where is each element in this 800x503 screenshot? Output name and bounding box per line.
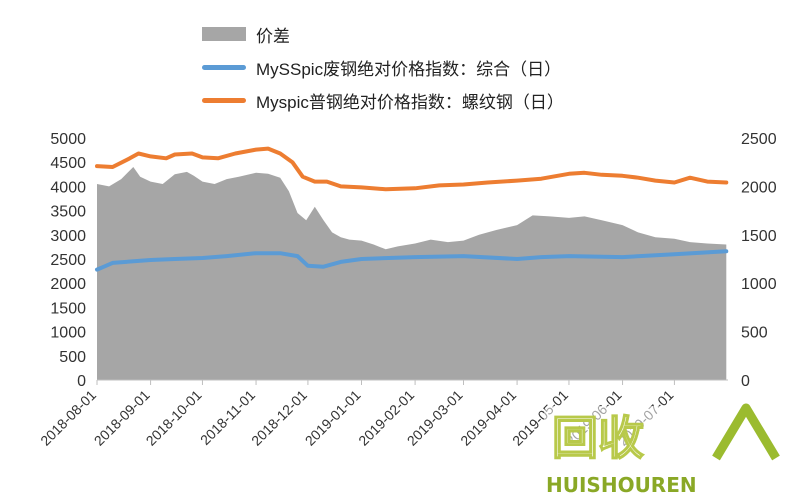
right-axis-tick-label: 2500 — [741, 131, 777, 148]
series-area-spread — [97, 167, 727, 380]
right-axis-tick-label: 2000 — [741, 179, 777, 196]
legend-item-blue: MySSpic废钢绝对价格指数：综合（日） — [202, 55, 561, 79]
watermark-peak-icon — [712, 403, 780, 461]
legend-label-blue: MySSpic废钢绝对价格指数：综合（日） — [256, 59, 562, 79]
right-axis-tick-label: 1000 — [741, 276, 777, 293]
left-axis-tick-label: 4000 — [50, 179, 86, 196]
series-line-scrap-index — [95, 249, 729, 272]
watermark-logo-text: 回收 — [552, 411, 644, 465]
legend-label-orange: Myspic普钢绝对价格指数：螺纹钢（日） — [256, 92, 564, 112]
legend-item-orange: Myspic普钢绝对价格指数：螺纹钢（日） — [202, 88, 564, 112]
watermark-brand: HUISHOUREN — [546, 473, 697, 497]
legend-swatch-blue — [202, 64, 246, 70]
right-axis-tick-label: 0 — [741, 373, 750, 390]
left-axis-tick-label: 2500 — [50, 252, 86, 269]
legend-label-area: 价差 — [256, 26, 290, 46]
x-axis-tick-label: 2018-08-01 — [37, 387, 99, 449]
left-axis-tick-label: 0 — [77, 373, 86, 390]
x-axis-tick-label: 2018-10-01 — [143, 387, 205, 449]
left-axis-tick-label: 1000 — [50, 325, 86, 342]
legend-swatch-area — [202, 27, 246, 41]
watermark-logo: 回收 HUISHOUREN — [540, 402, 798, 498]
left-axis-tick-label: 500 — [59, 349, 86, 366]
right-axis-tick-label: 1500 — [741, 228, 777, 245]
legend-swatch-orange — [202, 97, 246, 103]
left-axis-tick-label: 5000 — [50, 131, 86, 148]
left-axis-tick-label: 3500 — [50, 204, 86, 221]
watermark-graphic: 回收 HUISHOUREN — [542, 403, 780, 497]
x-axis-tick-label: 2019-01-01 — [302, 387, 364, 449]
legend-item-area: 价差 — [202, 22, 290, 46]
right-axis-tick-label: 500 — [741, 325, 768, 342]
series-line-rebar-index — [95, 146, 729, 192]
x-axis-tick-label: 2018-12-01 — [248, 387, 310, 449]
left-axis-tick-label: 1500 — [50, 300, 86, 317]
left-axis-tick-label: 3000 — [50, 228, 86, 245]
left-axis-tick-label: 2000 — [50, 276, 86, 293]
left-axis-tick-label: 4500 — [50, 155, 86, 172]
